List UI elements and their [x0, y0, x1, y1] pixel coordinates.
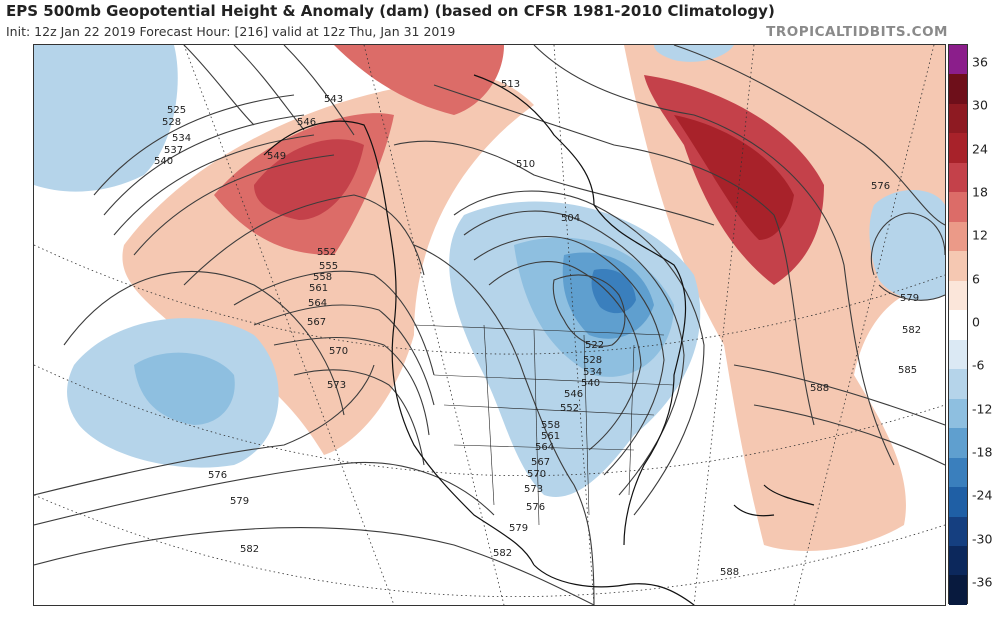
height-anomaly-map: 525 528 534 537 540 543 546 549 552 555 … — [34, 45, 945, 605]
chart-subtitle: Init: 12z Jan 22 2019 Forecast Hour: [21… — [6, 24, 456, 39]
anomaly-trough-deep — [591, 269, 636, 314]
anomaly-core-atlantic — [674, 115, 794, 240]
contour-label: 510 — [516, 159, 535, 170]
contour-label: 579 — [900, 293, 919, 304]
contour-label: 576 — [208, 470, 227, 481]
contour-labels: 525 528 534 537 540 543 546 549 552 555 … — [154, 79, 921, 578]
coastlines — [263, 74, 815, 605]
colorbar-swatch — [949, 280, 967, 311]
colorbar-swatch — [949, 369, 967, 399]
contour-label: 555 — [319, 261, 338, 272]
colorbar-swatch — [949, 428, 967, 458]
contour-label: 546 — [564, 389, 583, 400]
contour-label: 564 — [308, 298, 327, 309]
anomaly-colorbar — [948, 44, 968, 605]
contour-label: 570 — [527, 469, 546, 480]
contour-label: 582 — [240, 544, 259, 555]
anomaly-core-pacific — [254, 139, 364, 220]
colorbar-tick-label: 30 — [972, 97, 988, 113]
contour-label: 543 — [324, 94, 343, 105]
colorbar-swatch — [949, 398, 967, 429]
colorbar-swatch — [949, 575, 967, 605]
contour-label: 582 — [493, 548, 512, 559]
anomaly-arctic-warm — [334, 45, 504, 115]
contour-label: 588 — [720, 567, 739, 578]
map-panel: 525 528 534 537 540 543 546 549 552 555 … — [33, 44, 946, 606]
contour-label: 549 — [267, 151, 286, 162]
colorbar-swatch — [949, 221, 967, 252]
colorbar-swatch — [949, 516, 967, 546]
contour-label: 558 — [541, 420, 560, 431]
anomaly-negative-nw — [34, 45, 178, 192]
colorbar-tick-label: 36 — [972, 54, 988, 70]
colorbar-swatch — [949, 133, 967, 163]
contour-label: 576 — [871, 181, 890, 192]
contour-label: 513 — [501, 79, 520, 90]
chart-title: EPS 500mb Geopotential Height & Anomaly … — [6, 2, 775, 20]
anomaly-negative-arctic — [654, 45, 734, 62]
colorbar-swatch — [949, 162, 967, 193]
contour-label: 528 — [162, 117, 181, 128]
contour-label: 552 — [317, 247, 336, 258]
contour-label: 525 — [167, 105, 186, 116]
state-borders — [413, 324, 675, 526]
colorbar-tick-label: 6 — [972, 271, 980, 287]
contour-label: 537 — [164, 145, 183, 156]
anomaly-positive-pacific — [122, 74, 534, 455]
colorbar-tick-label: -36 — [972, 574, 993, 590]
colorbar-swatch — [949, 103, 967, 134]
colorbar-tick-label: -24 — [972, 487, 993, 503]
colorbar-swatch — [949, 545, 967, 576]
contour-label: 561 — [309, 283, 328, 294]
brand-label: TROPICALTIDBITS.COM — [766, 24, 948, 40]
colorbar-tick-label: -12 — [972, 401, 993, 417]
contour-label: 561 — [541, 431, 560, 442]
colorbar-swatch — [949, 74, 967, 104]
colorbar-swatch — [949, 251, 967, 281]
graticule — [34, 45, 945, 605]
colorbar-tick-label: -18 — [972, 444, 993, 460]
colorbar-tick-label: 18 — [972, 184, 988, 200]
colorbar-tick-label: 24 — [972, 141, 988, 157]
colorbar-swatch — [949, 457, 967, 488]
contour-label: 567 — [531, 457, 550, 468]
contour-label: 585 — [898, 365, 917, 376]
contour-label: 579 — [230, 496, 249, 507]
contour-label: 528 — [583, 355, 602, 366]
contour-label: 564 — [535, 442, 554, 453]
contour-label: 567 — [307, 317, 326, 328]
colorbar-tick-label: 0 — [972, 314, 980, 330]
colorbar-tick-label: -30 — [972, 531, 993, 547]
contour-label: 582 — [902, 325, 921, 336]
colorbar-swatch — [949, 487, 967, 517]
contour-label: 534 — [172, 133, 191, 144]
anomaly-pacific-low-core — [134, 352, 235, 425]
contour-label: 552 — [560, 403, 579, 414]
contour-label: 540 — [581, 378, 600, 389]
contour-label: 573 — [524, 484, 543, 495]
contour-label: 588 — [810, 383, 829, 394]
contour-label: 570 — [329, 346, 348, 357]
contour-label: 534 — [583, 367, 602, 378]
contour-label: 504 — [561, 213, 580, 224]
contour-label: 579 — [509, 523, 528, 534]
colorbar-swatch — [949, 192, 967, 222]
contour-label: 540 — [154, 156, 173, 167]
contour-label: 522 — [585, 340, 604, 351]
colorbar-swatch — [949, 310, 967, 340]
colorbar-tick-label: -6 — [972, 357, 985, 373]
contour-label: 546 — [297, 117, 316, 128]
colorbar-swatch — [949, 339, 967, 370]
contour-label: 558 — [313, 272, 332, 283]
colorbar-swatch — [949, 45, 967, 75]
contour-label: 573 — [327, 380, 346, 391]
colorbar-tick-label: 12 — [972, 227, 988, 243]
contour-label: 576 — [526, 502, 545, 513]
